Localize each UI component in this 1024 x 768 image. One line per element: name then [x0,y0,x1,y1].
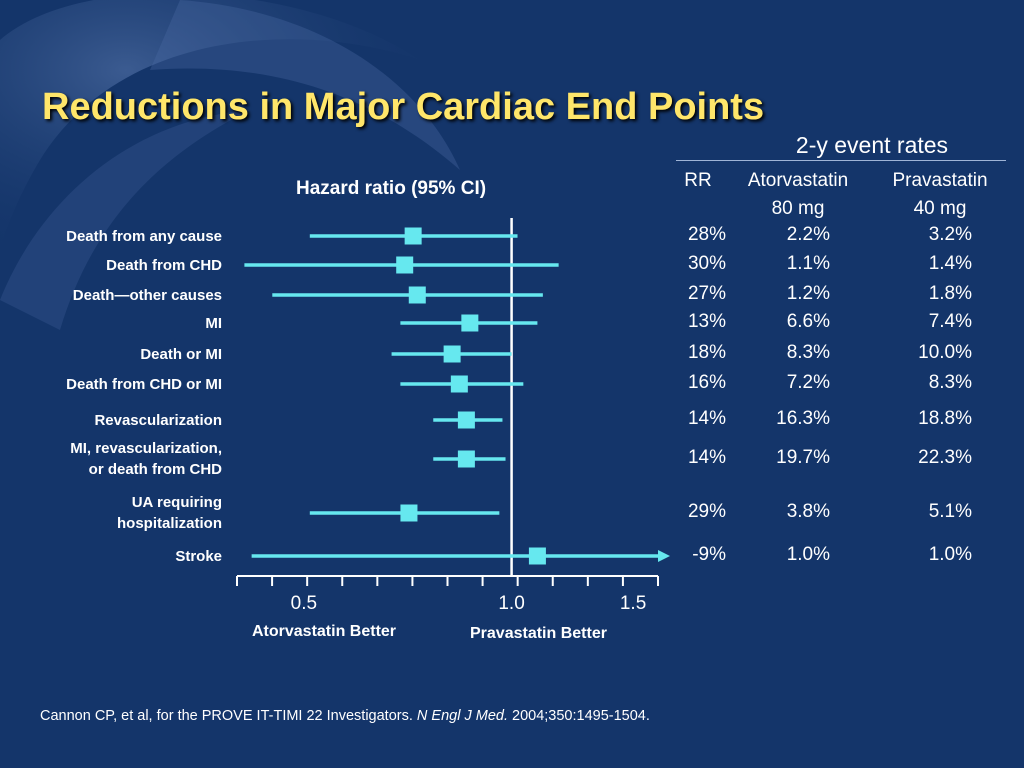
pravastatin-rate: 10.0% [918,342,972,363]
atorvastatin-header-line-2: 80 mg [771,198,825,219]
row-label-line: Death from CHD [106,256,222,274]
row-label: Death from CHD or MI [66,374,222,395]
hazard-ratio-marker [528,547,546,565]
pravastatin-header-line-2: 40 mg [913,198,967,219]
row-label-line: Death or MI [140,345,222,363]
hazard-ratio-marker [450,375,468,393]
slide-title: Reductions in Major Cardiac End Points [42,86,765,128]
hazard-ratio-marker [457,450,475,468]
atorvastatin-rate: 1.0% [786,544,830,565]
row-label: MI [205,313,222,334]
event-rates-header: 2-y event rates [795,132,949,158]
row-label-line: Death—other causes [72,286,222,304]
hazard-ratio-marker [404,227,422,245]
pravastatin-rate: 8.3% [928,372,972,393]
atorvastatin-rate: 3.8% [786,501,830,522]
row-label-line: Stroke [175,547,222,565]
rr-value: 27% [687,283,726,304]
pravastatin-rate: 18.8% [918,408,972,429]
rr-value: 16% [687,372,726,393]
atorvastatin-rate: 2.2% [786,224,830,245]
pravastatin-rate: 22.3% [918,447,972,468]
rr-value: 14% [687,447,726,468]
hazard-ratio-marker [396,256,414,274]
atorvastatin-column-header: Atorvastatin 80 mg [728,167,868,223]
event-rates-divider [676,160,1006,161]
row-label: Revascularization [94,410,222,431]
citation-details: 2004;350:1495-1504. [507,708,650,724]
pravastatin-header-line-1: Pravastatin [892,170,988,191]
x-tick-label: 1.5 [619,593,647,614]
atorvastatin-header-line-1: Atorvastatin [747,170,849,191]
row-label-line: or death from CHD [88,461,222,478]
pravastatin-rate: 1.0% [928,544,972,565]
row-label: Death from any cause [66,226,222,247]
rr-value: 29% [687,501,726,522]
hazard-ratio-marker [408,286,426,304]
citation-journal: N Engl J Med. [416,708,508,724]
atorvastatin-rate: 6.6% [786,311,830,332]
hazard-ratio-marker [457,411,475,429]
citation: Cannon CP, et al, for the PROVE IT-TIMI … [40,708,650,724]
x-tick-label: 1.0 [498,593,525,614]
rr-column-header: RR [684,170,712,191]
hazard-ratio-marker [443,345,461,363]
row-label-line: Death from any cause [66,227,222,245]
pravastatin-rate: 1.8% [928,283,972,304]
pravastatin-rate: 5.1% [928,501,972,522]
row-label: Death or MI [140,344,222,365]
row-label-line: MI, revascularization, [70,440,222,457]
rr-value: 14% [687,408,726,429]
pravastatin-rate: 1.4% [928,253,972,274]
row-label-line: hospitalization [117,515,222,532]
rr-value: 28% [687,224,726,245]
citation-authors: Cannon CP, et al, for the PROVE IT-TIMI … [40,708,417,724]
ci-arrow-head [658,550,670,562]
hazard-ratio-marker [400,504,418,522]
atorvastatin-better-label: Atorvastatin Better [252,623,397,640]
pravastatin-rate: 3.2% [928,224,972,245]
row-label-line: Revascularization [94,411,222,429]
row-label-line: UA requiring [131,494,222,511]
row-label-line: Death from CHD or MI [66,375,222,393]
x-tick-label: 0.5 [290,593,318,614]
atorvastatin-rate: 7.2% [786,372,830,393]
row-label: Death—other causes [73,285,222,306]
rr-value: 30% [687,253,726,274]
atorvastatin-rate: 16.3% [776,408,830,429]
hazard-ratio-marker [461,314,479,332]
hazard-ratio-axis-title: Hazard ratio (95% CI) [296,178,487,199]
row-label: MI, revascularization, or death from CHD [70,438,222,480]
pravastatin-column-header: Pravastatin 40 mg [870,167,1010,223]
rr-value: -9% [692,544,726,565]
atorvastatin-rate: 8.3% [786,342,830,363]
row-label: Stroke [175,546,222,567]
atorvastatin-rate: 19.7% [776,447,830,468]
pravastatin-rate: 7.4% [928,311,972,332]
row-label: Death from CHD [106,255,222,276]
atorvastatin-rate: 1.1% [786,253,830,274]
row-label: UA requiring hospitalization [117,492,222,534]
rr-value: 18% [687,342,726,363]
atorvastatin-rate: 1.2% [786,283,830,304]
row-label-line: MI [205,314,222,332]
pravastatin-better-label: Pravastatin Better [470,625,607,642]
rr-value: 13% [687,311,726,332]
